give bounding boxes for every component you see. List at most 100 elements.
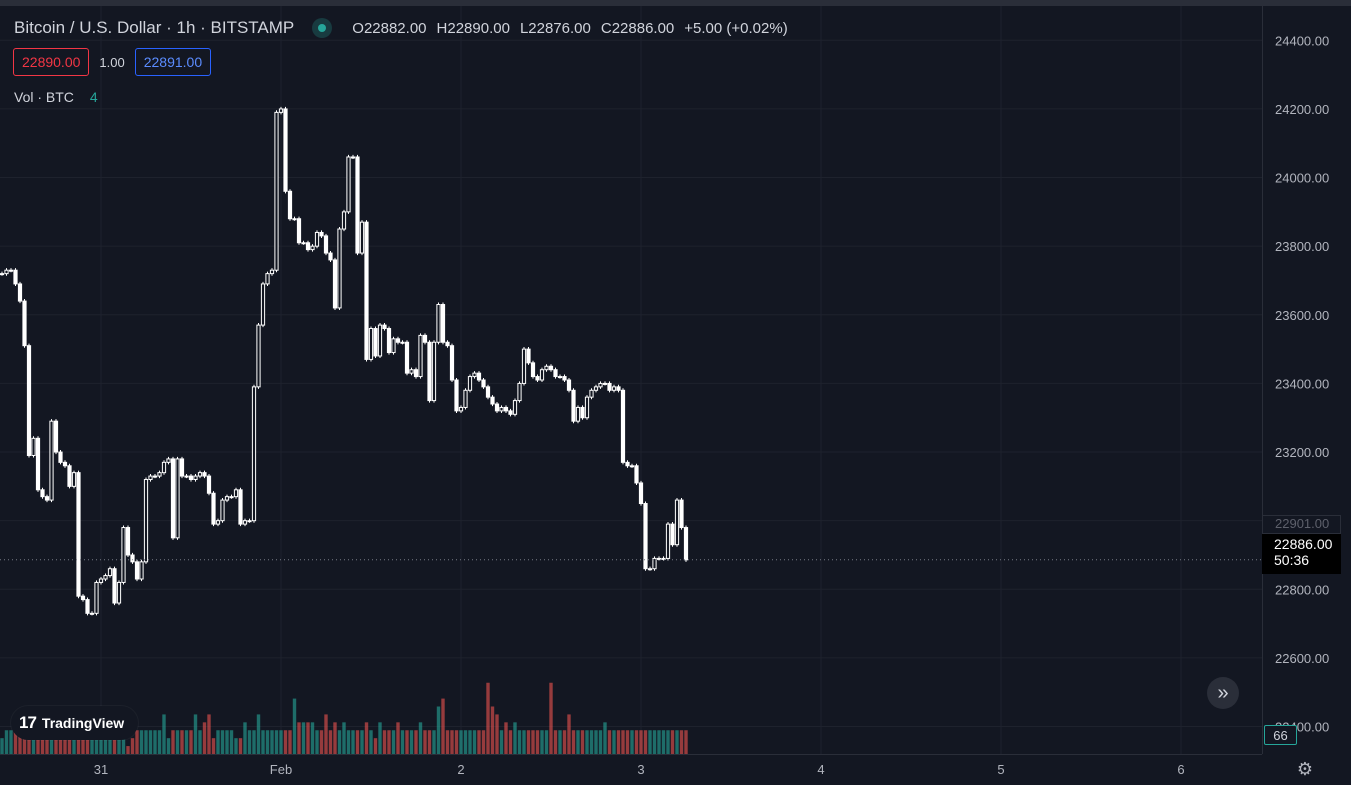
candle-body: [674, 499, 680, 546]
volume-bar: [436, 706, 441, 754]
volume-bar: [144, 730, 148, 754]
volume-bar: [364, 722, 369, 754]
candle-body: [319, 231, 324, 237]
volume-bar: [535, 730, 540, 754]
candle-body: [575, 406, 581, 422]
volume-bar: [0, 738, 4, 754]
logo-text: TradingView: [41, 715, 125, 731]
candle-body: [175, 458, 180, 539]
volume-bar: [130, 738, 135, 754]
volume-bar: [679, 730, 684, 754]
volume-bar: [31, 730, 36, 754]
volume-bar: [265, 730, 270, 754]
volume-bar: [45, 730, 49, 754]
candle-body: [449, 345, 455, 381]
volume-bar: [562, 730, 567, 754]
volume-bar: [247, 730, 252, 754]
volume-bar: [486, 682, 490, 754]
volume-bar: [630, 730, 634, 754]
volume-bar: [9, 730, 13, 754]
change-value: +5.00 (+0.02%): [684, 19, 788, 37]
candle-body: [427, 341, 432, 402]
volume-bar: [153, 730, 157, 754]
volume-legend-value: 4: [89, 89, 98, 105]
volume-bar: [229, 730, 234, 754]
volume-bar: [369, 730, 373, 754]
volume-label: Vol · BTC: [14, 89, 74, 105]
last-price: 22886.00: [1274, 536, 1333, 552]
candle-body: [472, 372, 477, 378]
candle-body: [535, 376, 540, 381]
volume-bar: [666, 730, 670, 754]
candle-body: [301, 242, 306, 245]
candle-body: [94, 581, 99, 614]
volume-bar: [85, 730, 90, 754]
volume-bar: [513, 722, 517, 754]
last-price-tag: 22886.00 50:36: [1262, 534, 1341, 574]
candle-body: [269, 269, 275, 275]
volume-bar: [121, 730, 126, 754]
volume-bar: [157, 730, 162, 754]
price-axis[interactable]: 24400.00 24200.00 24000.00 23800.00 23600.00…: [1262, 6, 1351, 754]
volume-bar: [216, 730, 220, 754]
candle-body: [157, 472, 162, 477]
candle-body: [314, 231, 320, 247]
volume-bar: [40, 730, 45, 754]
candle-body: [152, 475, 158, 478]
symbol-title[interactable]: Bitcoin / U.S. Dollar · 1h · BITSTAMP: [14, 18, 295, 37]
time-axis[interactable]: 31 Feb 2 3 4 5 6: [0, 754, 1262, 785]
candle-body: [512, 400, 518, 415]
price-tick-label: 23200.00: [1275, 445, 1329, 460]
candle-body: [643, 503, 648, 570]
candle-body: [440, 304, 446, 343]
candle-body: [539, 369, 545, 381]
price-tick-label: 24400.00: [1275, 33, 1329, 48]
time-tick-label: 31: [94, 762, 108, 777]
volume-bar: [103, 730, 108, 754]
volume-bar: [301, 722, 306, 754]
candle-body: [274, 111, 279, 271]
candle-body: [490, 396, 495, 405]
candle-body: [589, 389, 594, 398]
candle-body: [337, 228, 342, 309]
status-dot-icon: [312, 18, 333, 38]
candle-body: [80, 595, 86, 601]
volume-bar: [477, 730, 481, 754]
volume-bar: [207, 714, 211, 754]
buy-button[interactable]: 22891.00: [134, 48, 212, 76]
ohlc-values: O22882.00 H22890.00 L22876.00 C22886.00 …: [352, 20, 787, 37]
candle-body: [616, 386, 621, 391]
gear-icon[interactable]: ⚙: [1296, 759, 1314, 779]
candle-body: [130, 554, 135, 563]
volume-bar: [99, 730, 103, 754]
candle-body: [197, 472, 203, 477]
candle-body: [251, 386, 257, 522]
tradingview-logo[interactable]: 17 TradingView: [11, 706, 139, 740]
volume-bar: [148, 730, 153, 754]
candle-body: [233, 489, 239, 498]
volume-bar: [306, 722, 310, 754]
window-top-border: [0, 0, 1351, 6]
volume-bar: [585, 730, 589, 754]
price-plot[interactable]: [0, 6, 1262, 754]
volume-bar: [571, 730, 576, 754]
double-chevron-right-icon[interactable]: »: [1207, 677, 1239, 709]
volume-legend[interactable]: Vol · BTC 4: [14, 89, 98, 105]
candle-body: [557, 376, 563, 379]
volume-bar: [598, 730, 603, 754]
candle-body: [517, 382, 522, 402]
volume-bar: [310, 722, 315, 754]
candle-body: [229, 496, 234, 499]
candle-body: [193, 475, 198, 481]
candle-body: [292, 218, 297, 221]
candle-body: [625, 461, 630, 467]
candle-body: [485, 386, 491, 398]
candle-body: [143, 479, 149, 563]
time-tick-label: Feb: [270, 762, 292, 777]
volume-bar: [346, 730, 351, 754]
candle-body: [341, 211, 347, 230]
sell-button[interactable]: 22890.00: [13, 48, 90, 76]
volume-bar: [400, 730, 405, 754]
volume-bar: [328, 730, 333, 754]
candle-body: [166, 458, 171, 463]
